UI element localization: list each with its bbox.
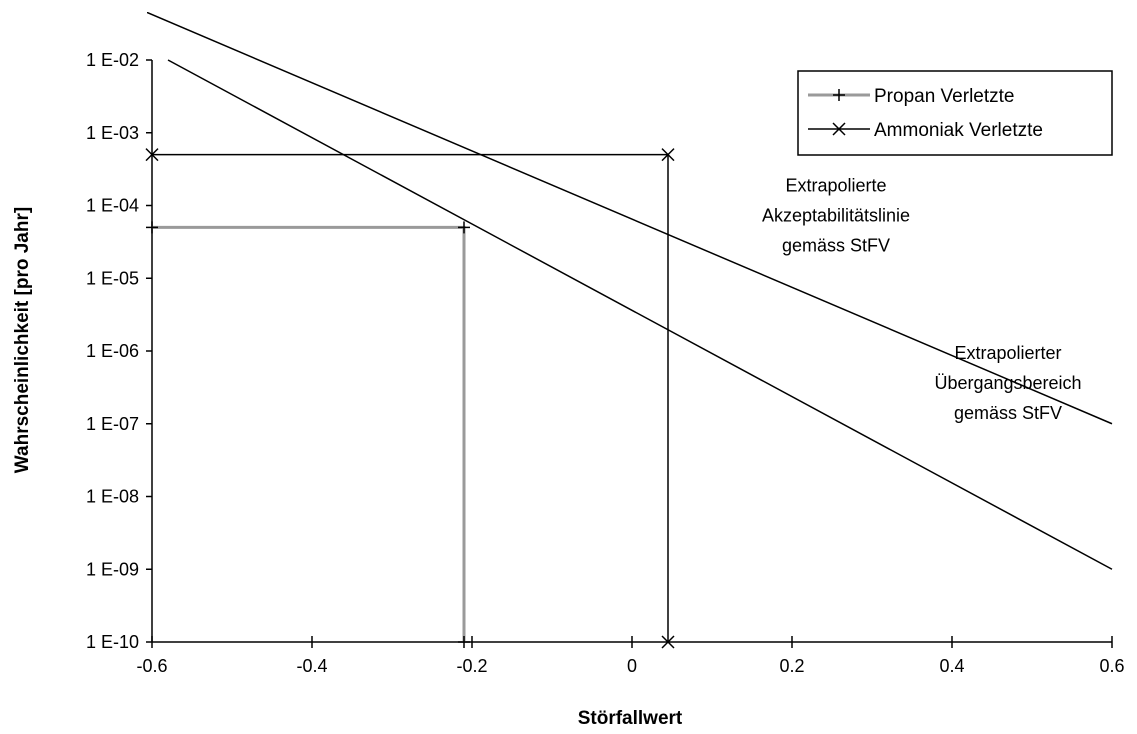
- y-tick-label: 1 E-05: [86, 268, 139, 288]
- x-axis-title: Störfallwert: [578, 708, 683, 729]
- annotation-2: Extrapolierter Übergangsbereich gemäss StF…: [934, 343, 1081, 423]
- series-2: [145, 148, 675, 649]
- marker-stroke: [832, 122, 846, 136]
- x-tick-label: -0.6: [136, 656, 167, 676]
- plus-marker: [458, 221, 470, 234]
- reference-line: [167, 59, 1113, 570]
- annotation-line: Übergangsbereich: [934, 373, 1081, 393]
- legend-label: Propan Verletzte: [874, 86, 1014, 107]
- y-tick-label: 1 E-03: [86, 123, 139, 143]
- legend-label: Ammoniak Verletzte: [874, 120, 1043, 141]
- y-axis: 1 E-10 1 E-09 1 E-08 1 E-07 1 E-06 1 E-05 1 E-…: [12, 50, 153, 652]
- x-tick-label: 0.2: [779, 656, 804, 676]
- y-ticks: 1 E-10 1 E-09 1 E-08 1 E-07 1 E-06 1 E-05 1 E-…: [86, 50, 152, 652]
- y-tick-label: 1 E-09: [86, 559, 139, 579]
- y-tick-label: 1 E-02: [86, 50, 139, 70]
- annotation-line: Extrapolierter: [954, 343, 1061, 363]
- legend-items: Propan Verletzte Ammoniak Verletzte: [808, 86, 1043, 141]
- y-tick-label: 1 E-04: [86, 196, 139, 216]
- reference-lines: [147, 12, 1113, 570]
- marker-stroke: [661, 148, 675, 162]
- x-marker: [832, 122, 846, 136]
- y-tick-label: 1 E-10: [86, 632, 139, 652]
- plus-marker: [833, 89, 845, 101]
- x-tick-label: -0.4: [296, 656, 327, 676]
- legend-item-1: Propan Verletzte: [808, 86, 1014, 107]
- annotation-line: gemäss StFV: [954, 403, 1062, 423]
- x-marker: [661, 635, 675, 649]
- x-marker: [145, 148, 159, 162]
- plus-marker: [146, 221, 158, 234]
- x-tick-label: 0.4: [939, 656, 964, 676]
- x-tick-label: 0.6: [1099, 656, 1124, 676]
- y-tick-label: 1 E-08: [86, 487, 139, 507]
- y-axis-title: Wahrscheinlichkeit [pro Jahr]: [12, 207, 33, 473]
- marker-stroke: [145, 148, 159, 162]
- reference-line: [147, 12, 1113, 425]
- x-tick-label: 0: [627, 656, 637, 676]
- x-marker: [661, 148, 675, 162]
- annotation-line: Akzeptabilitätslinie: [762, 206, 910, 226]
- annotation-line: gemäss StFV: [782, 236, 890, 256]
- y-tick-label: 1 E-06: [86, 341, 139, 361]
- x-tick-label: -0.2: [456, 656, 487, 676]
- legend-item-2: Ammoniak Verletzte: [808, 120, 1043, 141]
- series-1: [146, 221, 470, 648]
- plus-marker: [458, 636, 470, 648]
- annotation-line: Extrapolierte: [785, 176, 886, 196]
- legend: Propan Verletzte Ammoniak Verletzte: [797, 70, 1113, 156]
- annotation-1: Extrapolierte Akzeptabilitätslinie gemäss …: [762, 176, 910, 256]
- marker-stroke: [661, 635, 675, 649]
- x-ticks: -0.6 -0.4 -0.2 0 0.2 0.4 0.6: [136, 636, 1125, 676]
- series-line: [152, 225, 466, 642]
- legend-box: [797, 70, 1113, 156]
- y-tick-label: 1 E-07: [86, 414, 139, 434]
- annotations: Extrapolierte Akzeptabilitätslinie gemäss …: [762, 176, 1082, 423]
- x-axis: -0.6 -0.4 -0.2 0 0.2 0.4 0.6 Störfallwert: [136, 636, 1125, 729]
- series-layer: [145, 148, 675, 649]
